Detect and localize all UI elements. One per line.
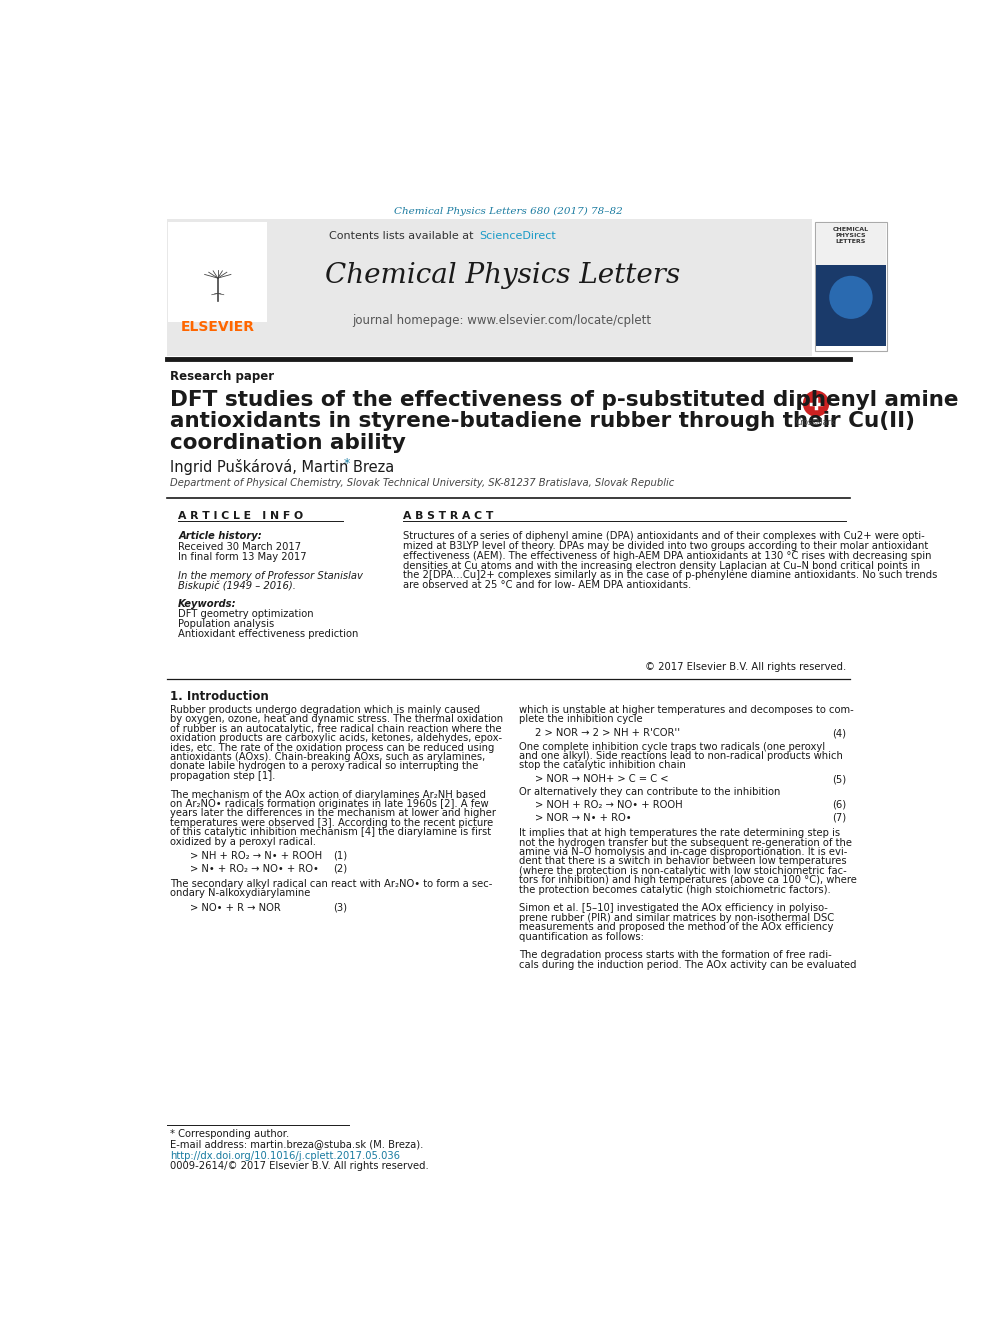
Circle shape — [829, 275, 873, 319]
Text: CrossMark: CrossMark — [796, 418, 836, 426]
Text: journal homepage: www.elsevier.com/locate/cplett: journal homepage: www.elsevier.com/locat… — [352, 314, 652, 327]
Text: > NOR → NOH+ > C = C <: > NOR → NOH+ > C = C < — [535, 774, 669, 785]
Text: measurements and proposed the method of the AOx efficiency: measurements and proposed the method of … — [519, 922, 833, 933]
Text: prene rubber (PIR) and similar matrices by non-isothermal DSC: prene rubber (PIR) and similar matrices … — [519, 913, 834, 923]
FancyBboxPatch shape — [816, 222, 886, 265]
Text: coordination ability: coordination ability — [171, 433, 407, 452]
Text: Department of Physical Chemistry, Slovak Technical University, SK-81237 Bratisla: Department of Physical Chemistry, Slovak… — [171, 478, 675, 488]
Text: Article history:: Article history: — [179, 531, 262, 541]
Text: (7): (7) — [832, 812, 846, 823]
Text: temperatures were observed [3]. According to the recent picture: temperatures were observed [3]. Accordin… — [171, 818, 494, 828]
Text: 1. Introduction: 1. Introduction — [171, 691, 269, 704]
Text: (1): (1) — [333, 851, 347, 860]
Text: Research paper: Research paper — [171, 370, 275, 384]
Text: amine via N–O homolysis and in-cage disproportionation. It is evi-: amine via N–O homolysis and in-cage disp… — [519, 847, 847, 857]
Text: http://dx.doi.org/10.1016/j.cplett.2017.05.036: http://dx.doi.org/10.1016/j.cplett.2017.… — [171, 1151, 401, 1160]
Text: > NOH + RO₂ → NO• + ROOH: > NOH + RO₂ → NO• + ROOH — [535, 800, 682, 810]
Text: the 2[DPA…Cu]2+ complexes similarly as in the case of p-phenylene diamine antiox: the 2[DPA…Cu]2+ complexes similarly as i… — [403, 570, 937, 581]
Text: (2): (2) — [333, 864, 347, 873]
Text: Received 30 March 2017: Received 30 March 2017 — [179, 542, 302, 552]
Text: (6): (6) — [832, 800, 846, 810]
Text: Keywords:: Keywords: — [179, 599, 237, 609]
Text: (3): (3) — [333, 902, 347, 913]
Text: years later the differences in the mechanism at lower and higher: years later the differences in the mecha… — [171, 808, 497, 819]
Text: ides, etc. The rate of the oxidation process can be reduced using: ides, etc. The rate of the oxidation pro… — [171, 742, 495, 753]
Text: cals during the induction period. The AOx activity can be evaluated: cals during the induction period. The AO… — [519, 959, 857, 970]
Text: and one alkyl). Side reactions lead to non-radical products which: and one alkyl). Side reactions lead to n… — [519, 751, 843, 761]
Text: Biskupič (1949 – 2016).: Biskupič (1949 – 2016). — [179, 581, 297, 591]
Text: Antioxidant effectiveness prediction: Antioxidant effectiveness prediction — [179, 628, 359, 639]
Text: © 2017 Elsevier B.V. All rights reserved.: © 2017 Elsevier B.V. All rights reserved… — [645, 662, 846, 672]
Text: In final form 13 May 2017: In final form 13 May 2017 — [179, 552, 307, 562]
Text: > N• + RO₂ → NO• + RO•: > N• + RO₂ → NO• + RO• — [189, 864, 318, 873]
Text: antioxidants in styrene-butadiene rubber through their Cu(II): antioxidants in styrene-butadiene rubber… — [171, 411, 916, 431]
Text: Simon et al. [5–10] investigated the AOx efficiency in polyiso-: Simon et al. [5–10] investigated the AOx… — [519, 904, 828, 913]
Text: (4): (4) — [832, 729, 846, 738]
Text: CHEMICAL
PHYSICS
LETTERS: CHEMICAL PHYSICS LETTERS — [833, 228, 869, 245]
Text: the protection becomes catalytic (high stoichiometric factors).: the protection becomes catalytic (high s… — [519, 885, 831, 894]
Text: Ingrid Puškárová, Martin Breza: Ingrid Puškárová, Martin Breza — [171, 459, 395, 475]
Text: ScienceDirect: ScienceDirect — [479, 230, 556, 241]
Text: of rubber is an autocatalytic, free radical chain reaction where the: of rubber is an autocatalytic, free radi… — [171, 724, 502, 734]
Text: (where the protection is non-catalytic with low stoichiometric fac-: (where the protection is non-catalytic w… — [519, 865, 847, 876]
FancyBboxPatch shape — [169, 222, 268, 321]
Text: effectiveness (AEM). The effectiveness of high-AEM DPA antioxidants at 130 °C ri: effectiveness (AEM). The effectiveness o… — [403, 550, 931, 561]
Text: stop the catalytic inhibition chain: stop the catalytic inhibition chain — [519, 761, 686, 770]
Text: oxidation products are carboxylic acids, ketones, aldehydes, epox-: oxidation products are carboxylic acids,… — [171, 733, 503, 744]
Text: ELSEVIER: ELSEVIER — [181, 320, 255, 333]
Text: dent that there is a switch in behavior between low temperatures: dent that there is a switch in behavior … — [519, 856, 847, 867]
Text: Structures of a series of diphenyl amine (DPA) antioxidants and of their complex: Structures of a series of diphenyl amine… — [403, 531, 925, 541]
Text: > NO• + R → NOR: > NO• + R → NOR — [189, 902, 281, 913]
Text: which is unstable at higher temperatures and decomposes to com-: which is unstable at higher temperatures… — [519, 705, 854, 714]
Text: densities at Cu atoms and with the increasing electron density Laplacian at Cu–N: densities at Cu atoms and with the incre… — [403, 561, 921, 570]
Text: It implies that at high temperatures the rate determining step is: It implies that at high temperatures the… — [519, 828, 840, 839]
Text: donate labile hydrogen to a peroxy radical so interrupting the: donate labile hydrogen to a peroxy radic… — [171, 762, 479, 771]
Text: ondary N-alkoxydiarylamine: ondary N-alkoxydiarylamine — [171, 889, 310, 898]
Text: tors for inhibition) and high temperatures (above ca 100 °C), where: tors for inhibition) and high temperatur… — [519, 876, 857, 885]
Text: *: * — [343, 458, 349, 470]
Text: on Ar₂NO• radicals formation originates in late 1960s [2]. A few: on Ar₂NO• radicals formation originates … — [171, 799, 489, 810]
Text: 2 > NOR → 2 > NH + R'COR'': 2 > NOR → 2 > NH + R'COR'' — [535, 729, 680, 738]
Text: mized at B3LYP level of theory. DPAs may be divided into two groups according to: mized at B3LYP level of theory. DPAs may… — [403, 541, 929, 550]
Text: * Corresponding author.: * Corresponding author. — [171, 1130, 290, 1139]
Text: DFT geometry optimization: DFT geometry optimization — [179, 609, 313, 619]
Text: DFT studies of the effectiveness of p-substituted diphenyl amine: DFT studies of the effectiveness of p-su… — [171, 390, 959, 410]
FancyBboxPatch shape — [816, 265, 886, 345]
Text: The degradation process starts with the formation of free radi-: The degradation process starts with the … — [519, 950, 832, 960]
Text: A R T I C L E   I N F O: A R T I C L E I N F O — [179, 511, 304, 521]
Text: propagation step [1].: propagation step [1]. — [171, 771, 276, 781]
Text: Or alternatively they can contribute to the inhibition: Or alternatively they can contribute to … — [519, 787, 781, 798]
Text: > NH + RO₂ → N• + ROOH: > NH + RO₂ → N• + ROOH — [189, 851, 322, 860]
Text: > NOR → N• + RO•: > NOR → N• + RO• — [535, 812, 631, 823]
Text: Population analysis: Population analysis — [179, 619, 275, 628]
Circle shape — [803, 390, 829, 417]
Text: of this catalytic inhibition mechanism [4] the diarylamine is first: of this catalytic inhibition mechanism [… — [171, 827, 492, 837]
Text: In the memory of Professor Stanislav: In the memory of Professor Stanislav — [179, 572, 363, 581]
FancyBboxPatch shape — [167, 218, 812, 356]
Text: quantification as follows:: quantification as follows: — [519, 931, 644, 942]
Text: by oxygen, ozone, heat and dynamic stress. The thermal oxidation: by oxygen, ozone, heat and dynamic stres… — [171, 714, 504, 725]
Text: (5): (5) — [832, 774, 846, 785]
Text: E-mail address: martin.breza@stuba.sk (M. Breza).: E-mail address: martin.breza@stuba.sk (M… — [171, 1139, 424, 1150]
Text: One complete inhibition cycle traps two radicals (one peroxyl: One complete inhibition cycle traps two … — [519, 742, 825, 751]
Text: 0009-2614/© 2017 Elsevier B.V. All rights reserved.: 0009-2614/© 2017 Elsevier B.V. All right… — [171, 1160, 430, 1171]
Text: Rubber products undergo degradation which is mainly caused: Rubber products undergo degradation whic… — [171, 705, 481, 714]
Text: The mechanism of the AOx action of diarylamines Ar₂NH based: The mechanism of the AOx action of diary… — [171, 790, 486, 799]
FancyBboxPatch shape — [815, 222, 887, 352]
Text: Chemical Physics Letters: Chemical Physics Letters — [324, 262, 680, 290]
Text: plete the inhibition cycle: plete the inhibition cycle — [519, 714, 643, 725]
Text: Contents lists available at: Contents lists available at — [329, 230, 477, 241]
Text: are observed at 25 °C and for low- AEM DPA antioxidants.: are observed at 25 °C and for low- AEM D… — [403, 581, 691, 590]
Text: not the hydrogen transfer but the subsequent re-generation of the: not the hydrogen transfer but the subseq… — [519, 837, 852, 848]
Text: antioxidants (AOxs). Chain-breaking AOxs, such as arylamines,: antioxidants (AOxs). Chain-breaking AOxs… — [171, 751, 486, 762]
Text: Chemical Physics Letters 680 (2017) 78–82: Chemical Physics Letters 680 (2017) 78–8… — [394, 206, 623, 216]
Text: A B S T R A C T: A B S T R A C T — [403, 511, 493, 521]
Text: The secondary alkyl radical can react with Ar₂NO• to form a sec-: The secondary alkyl radical can react wi… — [171, 878, 493, 889]
Text: oxidized by a peroxyl radical.: oxidized by a peroxyl radical. — [171, 836, 316, 847]
